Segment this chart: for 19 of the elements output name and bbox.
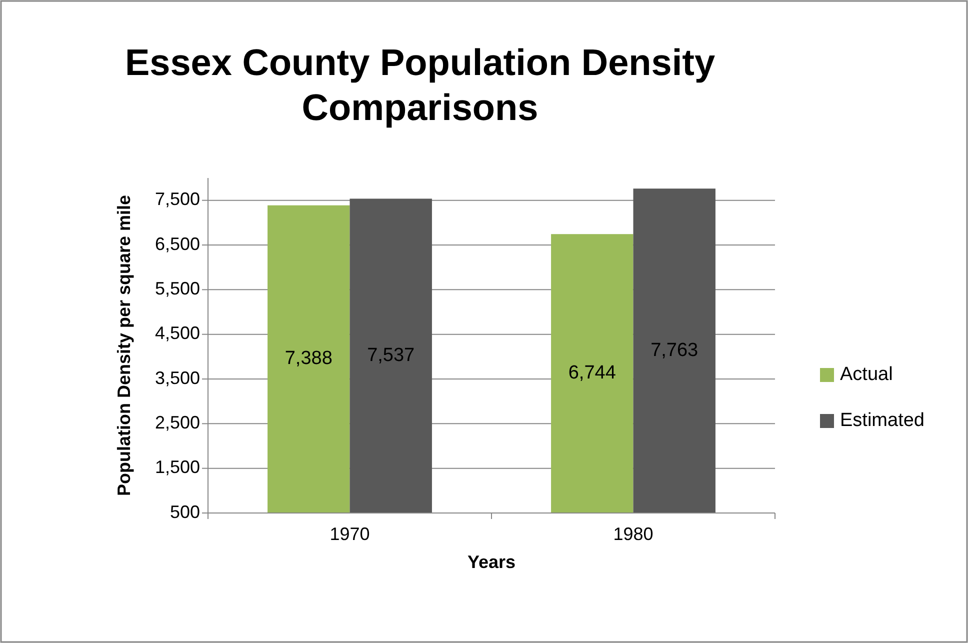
y-tick-label: 3,500 bbox=[154, 368, 200, 388]
y-tick-label: 2,500 bbox=[154, 412, 200, 432]
data-label: 6,744 bbox=[568, 362, 616, 384]
x-tick-label: 1970 bbox=[330, 524, 370, 544]
y-axis-title: Population Density per square mile bbox=[114, 194, 134, 496]
y-tick-label: 6,500 bbox=[154, 234, 200, 254]
y-tick-label: 5,500 bbox=[154, 278, 200, 298]
y-tick-label: 500 bbox=[170, 502, 200, 522]
y-tick-label: 7,500 bbox=[154, 189, 200, 210]
x-tick-label: 1980 bbox=[613, 524, 654, 544]
y-tick-label: 1,500 bbox=[154, 457, 200, 478]
legend-label: Estimated bbox=[840, 410, 924, 432]
data-label: 7,388 bbox=[284, 348, 332, 370]
chart-title: Essex County Population Density Comparisons bbox=[124, 42, 716, 128]
data-label: 7,537 bbox=[367, 344, 415, 366]
data-label: 7,763 bbox=[650, 340, 698, 361]
x-axis-title: Years bbox=[467, 552, 516, 572]
legend-label: Actual bbox=[840, 364, 893, 386]
y-tick-label: 4,500 bbox=[154, 323, 200, 344]
